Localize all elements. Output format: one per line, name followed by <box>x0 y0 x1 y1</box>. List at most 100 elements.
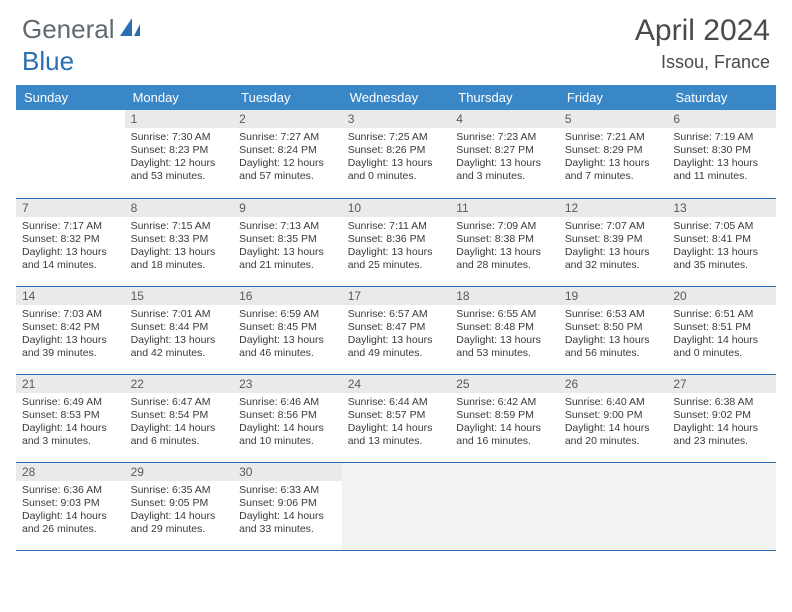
day-number: 26 <box>559 375 668 393</box>
day-cell: 14Sunrise: 7:03 AMSunset: 8:42 PMDayligh… <box>16 286 125 374</box>
day-cell: 12Sunrise: 7:07 AMSunset: 8:39 PMDayligh… <box>559 198 668 286</box>
daylight-line-2: and 0 minutes. <box>348 170 445 183</box>
daylight-line-1: Daylight: 13 hours <box>131 246 228 259</box>
daylight-line-1: Daylight: 13 hours <box>22 246 119 259</box>
sunset-line: Sunset: 8:36 PM <box>348 233 445 246</box>
day-cell: 18Sunrise: 6:55 AMSunset: 8:48 PMDayligh… <box>450 286 559 374</box>
day-number: 20 <box>667 287 776 305</box>
week-row: 7Sunrise: 7:17 AMSunset: 8:32 PMDaylight… <box>16 198 776 286</box>
logo-sail-icon <box>118 16 144 43</box>
daylight-line-1: Daylight: 13 hours <box>673 246 770 259</box>
daylight-line-2: and 26 minutes. <box>22 523 119 536</box>
sunset-line: Sunset: 8:59 PM <box>456 409 553 422</box>
daylight-line-2: and 53 minutes. <box>456 347 553 360</box>
day-header: Thursday <box>450 85 559 110</box>
day-body: Sunrise: 6:44 AMSunset: 8:57 PMDaylight:… <box>342 393 451 453</box>
sunset-line: Sunset: 9:05 PM <box>131 497 228 510</box>
day-number: 12 <box>559 199 668 217</box>
daylight-line-1: Daylight: 14 hours <box>673 334 770 347</box>
day-number: 5 <box>559 110 668 128</box>
title-block: April 2024 Issou, France <box>635 14 770 73</box>
day-number: 13 <box>667 199 776 217</box>
daylight-line-1: Daylight: 14 hours <box>239 422 336 435</box>
day-body: Sunrise: 7:21 AMSunset: 8:29 PMDaylight:… <box>559 128 668 188</box>
daylight-line-1: Daylight: 13 hours <box>565 157 662 170</box>
day-header: Friday <box>559 85 668 110</box>
sunset-line: Sunset: 8:29 PM <box>565 144 662 157</box>
day-body: Sunrise: 6:59 AMSunset: 8:45 PMDaylight:… <box>233 305 342 365</box>
daylight-line-2: and 53 minutes. <box>131 170 228 183</box>
sunrise-line: Sunrise: 6:33 AM <box>239 484 336 497</box>
sunrise-line: Sunrise: 6:46 AM <box>239 396 336 409</box>
daylight-line-2: and 21 minutes. <box>239 259 336 272</box>
sunrise-line: Sunrise: 7:03 AM <box>22 308 119 321</box>
day-body: Sunrise: 7:15 AMSunset: 8:33 PMDaylight:… <box>125 217 234 277</box>
daylight-line-1: Daylight: 13 hours <box>22 334 119 347</box>
sunset-line: Sunset: 8:56 PM <box>239 409 336 422</box>
day-number: 2 <box>233 110 342 128</box>
sunrise-line: Sunrise: 6:53 AM <box>565 308 662 321</box>
daylight-line-2: and 0 minutes. <box>673 347 770 360</box>
day-cell: 25Sunrise: 6:42 AMSunset: 8:59 PMDayligh… <box>450 374 559 462</box>
day-number: 21 <box>16 375 125 393</box>
day-cell: 16Sunrise: 6:59 AMSunset: 8:45 PMDayligh… <box>233 286 342 374</box>
day-header: Sunday <box>16 85 125 110</box>
sunset-line: Sunset: 8:53 PM <box>22 409 119 422</box>
logo-blue-row: Blue <box>22 46 74 77</box>
day-cell: 13Sunrise: 7:05 AMSunset: 8:41 PMDayligh… <box>667 198 776 286</box>
day-number: 23 <box>233 375 342 393</box>
day-cell <box>667 462 776 550</box>
day-number: 22 <box>125 375 234 393</box>
sunset-line: Sunset: 8:42 PM <box>22 321 119 334</box>
daylight-line-1: Daylight: 13 hours <box>565 334 662 347</box>
day-cell: 22Sunrise: 6:47 AMSunset: 8:54 PMDayligh… <box>125 374 234 462</box>
daylight-line-2: and 16 minutes. <box>456 435 553 448</box>
daylight-line-1: Daylight: 14 hours <box>22 510 119 523</box>
daylight-line-2: and 3 minutes. <box>22 435 119 448</box>
day-body: Sunrise: 6:38 AMSunset: 9:02 PMDaylight:… <box>667 393 776 453</box>
sunset-line: Sunset: 9:06 PM <box>239 497 336 510</box>
daylight-line-1: Daylight: 13 hours <box>348 334 445 347</box>
day-body: Sunrise: 6:57 AMSunset: 8:47 PMDaylight:… <box>342 305 451 365</box>
sunrise-line: Sunrise: 6:35 AM <box>131 484 228 497</box>
sunrise-line: Sunrise: 7:07 AM <box>565 220 662 233</box>
day-body: Sunrise: 7:07 AMSunset: 8:39 PMDaylight:… <box>559 217 668 277</box>
sunset-line: Sunset: 8:38 PM <box>456 233 553 246</box>
day-header: Wednesday <box>342 85 451 110</box>
sunrise-line: Sunrise: 6:38 AM <box>673 396 770 409</box>
daylight-line-2: and 25 minutes. <box>348 259 445 272</box>
day-body: Sunrise: 7:25 AMSunset: 8:26 PMDaylight:… <box>342 128 451 188</box>
day-cell: 7Sunrise: 7:17 AMSunset: 8:32 PMDaylight… <box>16 198 125 286</box>
sunrise-line: Sunrise: 7:27 AM <box>239 131 336 144</box>
daylight-line-2: and 11 minutes. <box>673 170 770 183</box>
sunset-line: Sunset: 8:44 PM <box>131 321 228 334</box>
day-body: Sunrise: 6:49 AMSunset: 8:53 PMDaylight:… <box>16 393 125 453</box>
day-cell: 10Sunrise: 7:11 AMSunset: 8:36 PMDayligh… <box>342 198 451 286</box>
day-number: 3 <box>342 110 451 128</box>
daylight-line-2: and 10 minutes. <box>239 435 336 448</box>
day-body: Sunrise: 7:19 AMSunset: 8:30 PMDaylight:… <box>667 128 776 188</box>
sunset-line: Sunset: 8:47 PM <box>348 321 445 334</box>
daylight-line-1: Daylight: 13 hours <box>456 157 553 170</box>
day-body: Sunrise: 6:35 AMSunset: 9:05 PMDaylight:… <box>125 481 234 541</box>
daylight-line-2: and 46 minutes. <box>239 347 336 360</box>
sunrise-line: Sunrise: 7:17 AM <box>22 220 119 233</box>
day-cell: 30Sunrise: 6:33 AMSunset: 9:06 PMDayligh… <box>233 462 342 550</box>
day-number: 27 <box>667 375 776 393</box>
day-body: Sunrise: 6:53 AMSunset: 8:50 PMDaylight:… <box>559 305 668 365</box>
day-number: 15 <box>125 287 234 305</box>
sunrise-line: Sunrise: 6:59 AM <box>239 308 336 321</box>
daylight-line-2: and 29 minutes. <box>131 523 228 536</box>
day-cell: 6Sunrise: 7:19 AMSunset: 8:30 PMDaylight… <box>667 110 776 198</box>
day-number: 18 <box>450 287 559 305</box>
day-cell: 28Sunrise: 6:36 AMSunset: 9:03 PMDayligh… <box>16 462 125 550</box>
day-body: Sunrise: 6:51 AMSunset: 8:51 PMDaylight:… <box>667 305 776 365</box>
daylight-line-1: Daylight: 13 hours <box>456 334 553 347</box>
day-number: 1 <box>125 110 234 128</box>
daylight-line-2: and 42 minutes. <box>131 347 228 360</box>
daylight-line-2: and 18 minutes. <box>131 259 228 272</box>
sunrise-line: Sunrise: 7:15 AM <box>131 220 228 233</box>
daylight-line-2: and 23 minutes. <box>673 435 770 448</box>
day-header: Monday <box>125 85 234 110</box>
day-header: Tuesday <box>233 85 342 110</box>
